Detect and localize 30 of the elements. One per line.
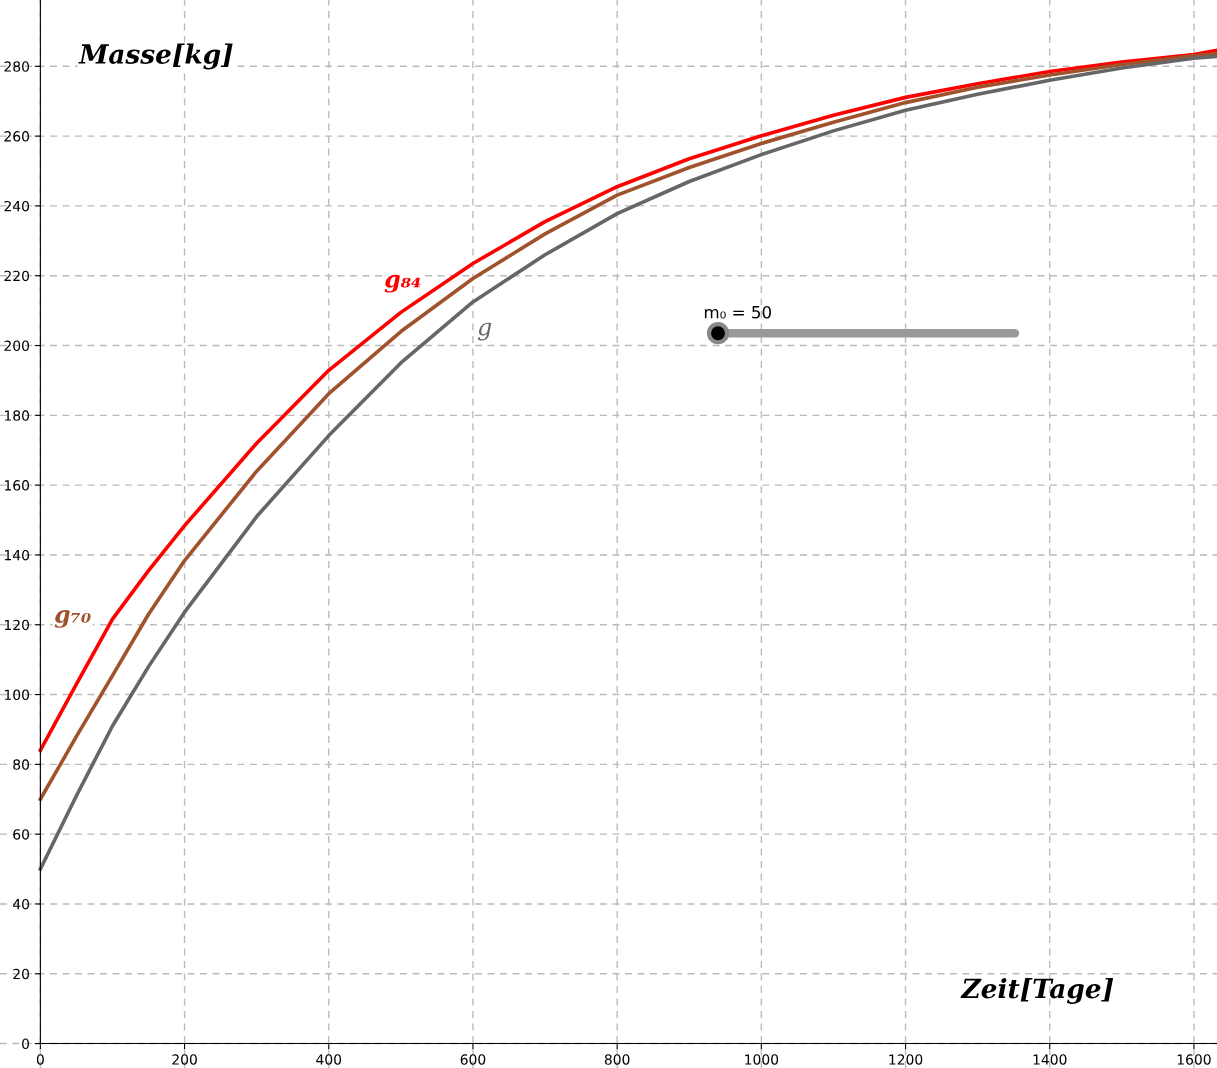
- y-tick-label: 80: [13, 759, 30, 770]
- series-label: g: [477, 322, 492, 341]
- y-tick-label: 200: [4, 340, 30, 351]
- y-tick-label: 20: [13, 968, 30, 980]
- y-tick-label: 220: [4, 270, 30, 282]
- series-label: g₇₀: [54, 610, 91, 628]
- y-tick-label: 120: [4, 619, 30, 631]
- annotation: m₀ = 50: [704, 305, 771, 319]
- x-axis-title: Zeit[Tage]: [960, 978, 1114, 1004]
- y-axis-title: Masse[kg]: [78, 43, 233, 70]
- x-tick-label: 1000: [745, 1054, 779, 1065]
- y-tick-label: 60: [13, 829, 30, 840]
- y-tick-label: 40: [12, 898, 30, 910]
- series-label: g₈₄: [384, 274, 421, 293]
- y-tick-label: 140: [4, 549, 30, 561]
- x-tick-label: 1400: [1033, 1054, 1067, 1065]
- y-tick-label: 0: [22, 1038, 30, 1050]
- y-tick-label: 240: [4, 200, 30, 212]
- x-tick-label: 1200: [889, 1054, 923, 1065]
- x-tick-label: 1600: [1177, 1054, 1211, 1065]
- y-tick-label: 100: [4, 689, 30, 701]
- x-tick-label: 400: [316, 1054, 342, 1065]
- x-tick-label: 200: [172, 1054, 197, 1065]
- y-tick-label: 160: [4, 480, 30, 491]
- y-tick-label: 180: [4, 410, 30, 421]
- y-tick-label: 260: [4, 131, 30, 142]
- x-tick-label: 800: [604, 1054, 630, 1065]
- x-tick-label: 0: [36, 1054, 44, 1065]
- x-tick-label: 600: [460, 1054, 486, 1065]
- y-tick-label: 280: [4, 61, 30, 72]
